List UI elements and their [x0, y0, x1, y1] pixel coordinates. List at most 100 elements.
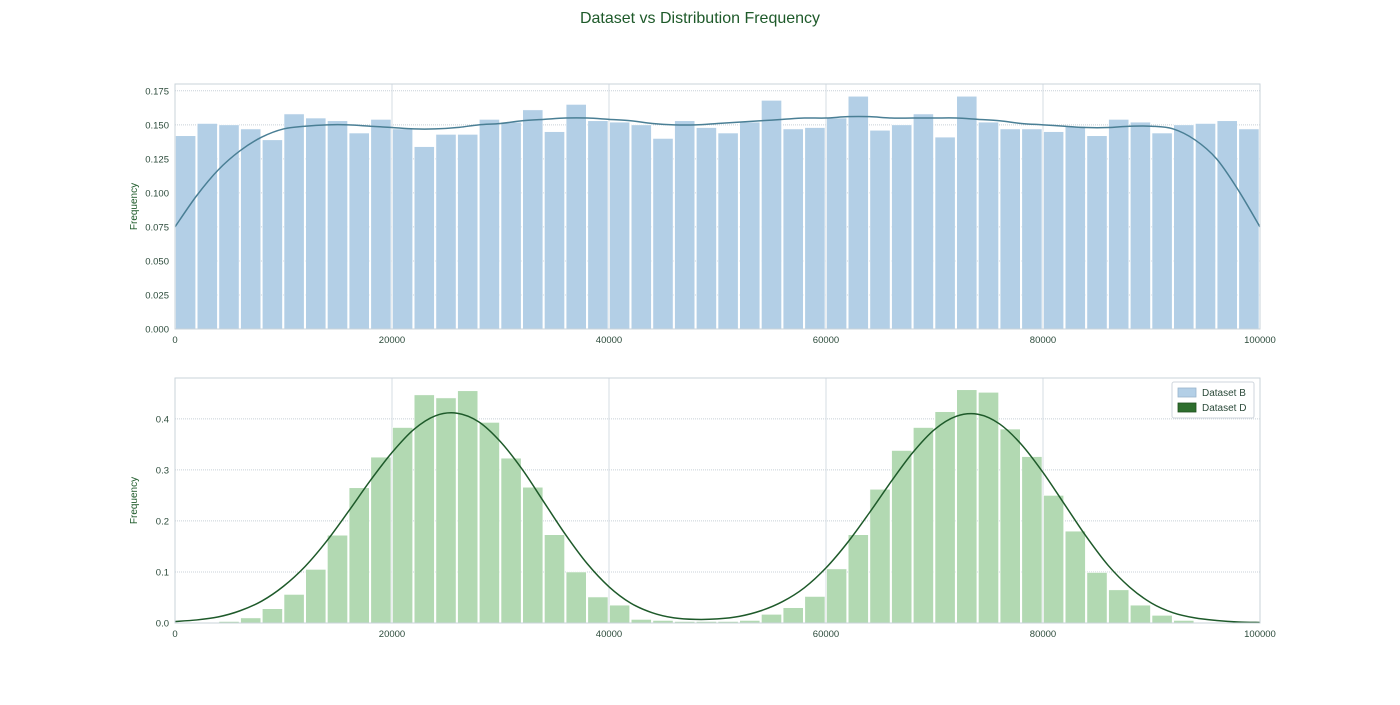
panel2-xtick-label: 60000: [813, 629, 839, 640]
panel1-frame: [174, 83, 1261, 330]
panel1-bar: [565, 104, 587, 330]
panel2-bar: [1021, 456, 1043, 624]
panel2-bar: [999, 428, 1021, 624]
panel2-bar: [934, 411, 956, 624]
panel2-xtick-label: 0: [172, 629, 177, 640]
panel1-xtick-label: 60000: [813, 335, 839, 346]
panel1-xtick-label: 0: [172, 335, 177, 346]
panel1-bar: [435, 134, 457, 330]
panel1-bar: [261, 139, 283, 330]
panel2-bar: [1064, 530, 1086, 624]
panel1-bar: [305, 117, 327, 330]
panel2-bar: [1130, 604, 1151, 624]
panel1-xtick-label: 40000: [596, 335, 622, 346]
panel1-ytick-label: 0.125: [145, 154, 169, 165]
panel2-bar: [348, 487, 370, 624]
panel2-bar: [544, 534, 565, 624]
panel2-ytick-label: 0.0: [156, 619, 169, 630]
panel2-bar: [1151, 615, 1173, 624]
panel1-bar: [240, 128, 262, 330]
panel1-bar: [652, 138, 674, 330]
panel2-bar: [956, 389, 978, 624]
panel1-bar: [1238, 128, 1260, 330]
panel1-ytick-label: 0.075: [145, 222, 169, 233]
panel1-bar: [1021, 128, 1043, 330]
panel1-bar: [869, 129, 891, 330]
panel1-bar: [478, 119, 500, 330]
panel2-ytick-label: 0.1: [156, 567, 169, 578]
panel2-bar: [305, 569, 327, 624]
panel1-bar: [522, 109, 544, 330]
panel1-bar: [1086, 135, 1108, 330]
panel2-bar: [869, 488, 891, 624]
panel2-bar: [500, 457, 522, 624]
panel2-bar: [522, 486, 544, 624]
panel1-bar: [1173, 124, 1195, 330]
panel1-bar: [175, 135, 197, 330]
panel1-bar: [413, 146, 435, 330]
panel2-bar: [413, 394, 435, 624]
panel1-bar: [1130, 121, 1151, 330]
panel1-bar: [370, 119, 392, 330]
panel1-bar: [978, 121, 999, 330]
panel2-bar: [826, 568, 848, 624]
panel1-xtick-label: 80000: [1030, 335, 1056, 346]
panel2-bar: [978, 391, 999, 624]
panel1-bar: [587, 120, 609, 330]
panel2-bar: [565, 571, 587, 624]
panel2-kde-line: [174, 412, 1261, 624]
panel1-ylabel: Frequency: [129, 183, 140, 230]
panel1-bar: [196, 123, 218, 330]
panel1-bar: [934, 136, 956, 330]
panel1-bar: [327, 120, 348, 330]
panel1-bar: [630, 124, 652, 330]
panel1-xtick-label: 20000: [379, 335, 405, 346]
panel2-bar: [912, 427, 934, 624]
panel2-bar: [1086, 572, 1108, 624]
panel2-axes: 0.0 0.1 0.2 0.3 0.4 0 20000 40000 60000 80000 1000…: [129, 377, 1276, 640]
panel2-bar: [435, 397, 457, 624]
panel2-ytick-label: 0.4: [156, 414, 169, 425]
panel1-bar: [739, 121, 761, 330]
panel1-axes: 0.000 0.025 0.050 0.075 0.100 0.125 0.150 0.175…: [129, 83, 1276, 346]
panel2-bar: [609, 604, 631, 624]
panel1-bar: [912, 113, 934, 330]
panel1-bar: [956, 95, 978, 330]
panel2-bar: [327, 534, 348, 624]
panel2-xtick-label: 80000: [1030, 629, 1056, 640]
legend-label: Dataset B: [1202, 388, 1246, 399]
panel2-xtick-label: 100000: [1244, 629, 1276, 640]
panel2-bar: [283, 594, 305, 624]
panel1-bar: [609, 121, 631, 330]
panel2-xtick-label: 20000: [379, 629, 405, 640]
panel1-bar: [826, 117, 848, 330]
panel2-bar: [1108, 589, 1130, 624]
panel1-bar: [804, 127, 826, 330]
panel1-bar: [1108, 119, 1130, 330]
panel2-bar: [761, 614, 782, 624]
panel1-bar: [1216, 120, 1238, 330]
panel2-frame: [174, 377, 1261, 624]
panel2-bar: [457, 390, 479, 624]
panel1-kde-line: [174, 115, 1261, 228]
panel1-ytick-label: 0.025: [145, 290, 169, 301]
panel1-bar: [392, 128, 414, 330]
panel2-bar: [392, 427, 414, 624]
panel2-bar: [478, 422, 500, 624]
panel2-bar: [261, 608, 283, 624]
legend-swatch: [1177, 402, 1197, 413]
panel2-legend: Dataset B Dataset D: [1171, 381, 1255, 419]
panel2-bar: [847, 534, 869, 624]
panel1-bar: [674, 120, 696, 330]
panel1-ytick-label: 0.175: [145, 86, 169, 97]
panel2-xtick-label: 40000: [596, 629, 622, 640]
panel2-bar: [782, 607, 804, 624]
panel1-bar: [999, 128, 1021, 330]
panel1-ytick-label: 0.000: [145, 325, 169, 336]
panel1-ytick-label: 0.100: [145, 188, 169, 199]
legend-label: Dataset D: [1202, 403, 1246, 414]
panel1-bar: [500, 121, 522, 330]
legend-swatch: [1177, 387, 1197, 398]
panel2-bar: [240, 617, 262, 624]
